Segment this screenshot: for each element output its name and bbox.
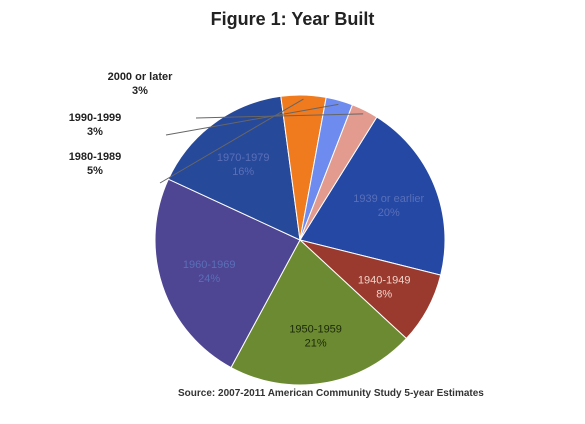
slice-2000-or-later [299,104,378,241]
slice-value-label: 3% [87,126,103,138]
slice-value-label: 5% [87,165,103,177]
slice-value-label: 21% [305,337,327,349]
slice-value-label: 16% [232,166,254,178]
slice-label: 1950-1959 [289,323,342,335]
slice-label: 1980-1989 [69,151,122,163]
leader-line [165,103,339,136]
slice-1939-or-earlier [299,116,446,276]
slice-value-label: 20% [378,207,400,219]
slice-value-label: 8% [376,289,392,301]
slice-1950-1959 [230,239,408,386]
leader-line [159,98,304,184]
chart-title: Figure 1: Year Built [210,9,375,29]
slice-label: 1940-1949 [358,275,411,287]
source-note: Source: 2007-2011 American Community Stu… [178,388,484,399]
slice-value-label: 24% [198,273,220,285]
slice-label: 2000 or later [108,71,174,83]
slice-label: 1960-1969 [183,259,236,271]
slice-label: 1990-1999 [69,112,122,124]
slice-1970-1979 [167,95,301,241]
slice-label: 1970-1979 [217,152,270,164]
slice-label: 1939 or earlier [353,193,424,205]
leader-line [195,113,364,119]
slice-1960-1969 [154,178,301,369]
slice-value-label: 3% [132,85,148,97]
